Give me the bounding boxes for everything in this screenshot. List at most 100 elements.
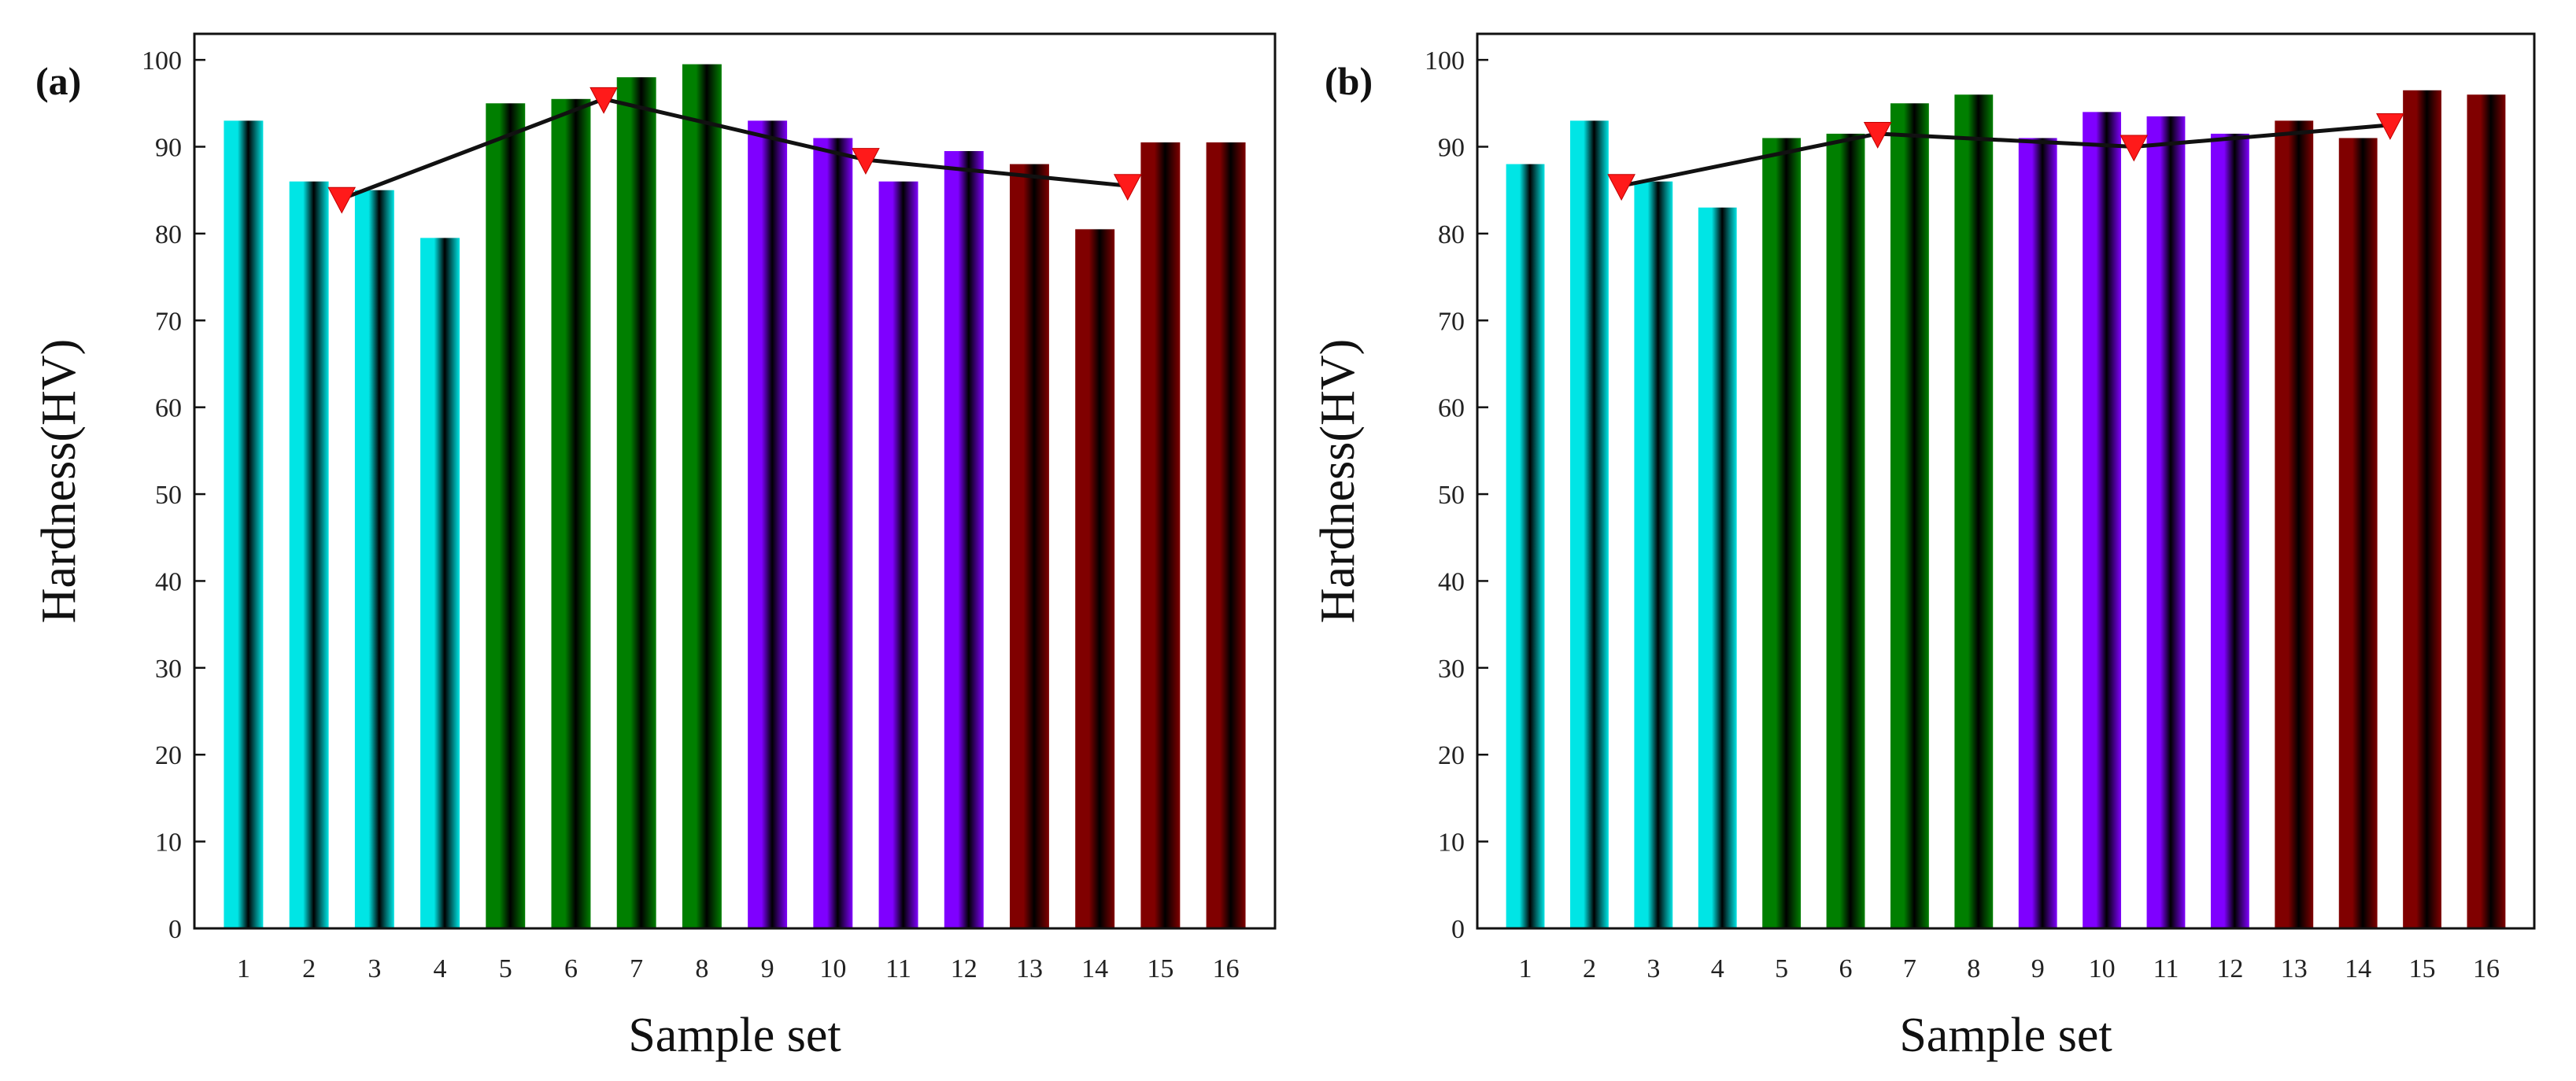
- bars-b: [1506, 90, 2506, 929]
- y-tick-label: 50: [1438, 481, 1465, 510]
- y-tick-label: 100: [142, 46, 182, 76]
- x-tick-label: 1: [237, 954, 250, 983]
- bar-3: [354, 190, 394, 928]
- x-tick-label: 8: [695, 954, 708, 983]
- trend-marker: [1863, 121, 1892, 149]
- y-tick-label: 60: [155, 394, 182, 423]
- x-tick-label: 12: [951, 954, 978, 983]
- y-tick-label: 20: [155, 741, 182, 770]
- bar-12: [944, 151, 984, 928]
- x-tick-label: 9: [2031, 954, 2045, 983]
- x-tick-label: 13: [2281, 954, 2308, 983]
- y-tick-label: 40: [155, 567, 182, 596]
- x-tick-label: 12: [2216, 954, 2243, 983]
- bar-2: [289, 181, 329, 929]
- bar-3: [1634, 181, 1673, 929]
- y-tick-label: 0: [1451, 915, 1465, 944]
- bar-11: [2146, 116, 2186, 929]
- y-axis-title-a: Hardness(HV): [32, 339, 86, 624]
- y-tick-label: 100: [1425, 46, 1465, 76]
- x-tick-label: 1: [1519, 954, 1532, 983]
- trend-marker: [589, 87, 618, 114]
- x-tick-label: 16: [1213, 954, 1240, 983]
- x-tick-label: 10: [819, 954, 846, 983]
- y-tick-label: 40: [1438, 567, 1465, 596]
- bar-16: [2467, 94, 2506, 928]
- x-tick-label: 15: [2409, 954, 2436, 983]
- x-tick-label: 8: [1967, 954, 1980, 983]
- x-tick-label: 5: [1775, 954, 1788, 983]
- bar-6: [1826, 133, 1865, 929]
- trend-marker: [327, 186, 357, 214]
- bar-14: [1075, 229, 1115, 928]
- trend-line: [1621, 123, 2391, 188]
- x-axis-b: 1 2 3 4 5 6 7 8 9 10 11 12 13 14 15 16: [1519, 954, 2500, 983]
- bar-7: [1890, 103, 1929, 929]
- x-tick-label: 4: [434, 954, 447, 983]
- bar-2: [1570, 120, 1609, 929]
- x-tick-label: 2: [1583, 954, 1596, 983]
- x-tick-label: 15: [1147, 954, 1173, 983]
- y-tick-label: 80: [1438, 220, 1465, 249]
- x-tick-label: 16: [2473, 954, 2500, 983]
- y-axis-a: 0 10 20 30 40 50 60 70 80 90 100: [142, 46, 205, 944]
- trend-marker: [852, 148, 880, 175]
- x-axis-title-b: Sample set: [1899, 1009, 2112, 1062]
- y-tick-label: 10: [155, 828, 182, 858]
- bar-14: [2338, 138, 2378, 929]
- x-tick-label: 14: [2345, 954, 2371, 983]
- bars-a: [224, 64, 1246, 929]
- trend-marker: [1113, 174, 1142, 201]
- bar-15: [2403, 90, 2441, 928]
- bar-10: [2083, 112, 2122, 929]
- bar-10: [813, 138, 853, 929]
- x-tick-label: 3: [1646, 954, 1660, 983]
- plot-frame-a: [193, 32, 1277, 930]
- trend-marker: [2120, 135, 2149, 162]
- bar-7: [616, 77, 656, 928]
- bar-15: [1140, 142, 1181, 928]
- x-tick-label: 6: [564, 954, 578, 983]
- y-tick-label: 70: [1438, 307, 1465, 336]
- y-tick-label: 10: [1438, 828, 1465, 858]
- bar-16: [1206, 142, 1246, 928]
- x-tick-label: 4: [1711, 954, 1724, 983]
- y-tick-label: 60: [1438, 394, 1465, 423]
- x-tick-label: 6: [1839, 954, 1853, 983]
- bar-4: [1698, 207, 1737, 928]
- x-tick-label: 5: [499, 954, 512, 983]
- y-tick-label: 20: [1438, 741, 1465, 770]
- x-tick-label: 9: [761, 954, 774, 983]
- bar-12: [2210, 133, 2249, 929]
- x-tick-label: 3: [368, 954, 381, 983]
- bar-1: [1506, 164, 1545, 928]
- y-axis-b: 0 10 20 30 40 50 60 70 80 90 100: [1425, 46, 1488, 944]
- trend-marker: [2376, 113, 2404, 140]
- x-tick-label: 7: [1903, 954, 1916, 983]
- x-tick-label: 2: [302, 954, 316, 983]
- x-tick-label: 13: [1016, 954, 1043, 983]
- trend-marker: [1607, 174, 1635, 201]
- y-tick-label: 90: [155, 134, 182, 163]
- bar-5: [1762, 138, 1802, 929]
- bar-8: [682, 64, 722, 928]
- bar-1: [224, 120, 264, 929]
- plot-frame-b: [1476, 32, 2536, 930]
- x-tick-label: 11: [2153, 954, 2179, 983]
- bar-4: [420, 238, 460, 929]
- x-tick-label: 14: [1081, 954, 1108, 983]
- bar-8: [1954, 94, 1994, 928]
- x-axis-a: 1 2 3 4 5 6 7 8 9 10 11 12 13 14 15 16: [237, 954, 1240, 983]
- y-tick-label: 50: [155, 481, 182, 510]
- panel-label-b: (b): [1325, 59, 1373, 103]
- bar-13: [2275, 120, 2314, 929]
- x-tick-label: 11: [885, 954, 911, 983]
- y-tick-label: 30: [155, 655, 182, 684]
- bar-13: [1009, 164, 1049, 928]
- bar-9: [748, 120, 788, 929]
- trend-b: [1607, 113, 2404, 201]
- panel-label-a: (a): [35, 59, 81, 103]
